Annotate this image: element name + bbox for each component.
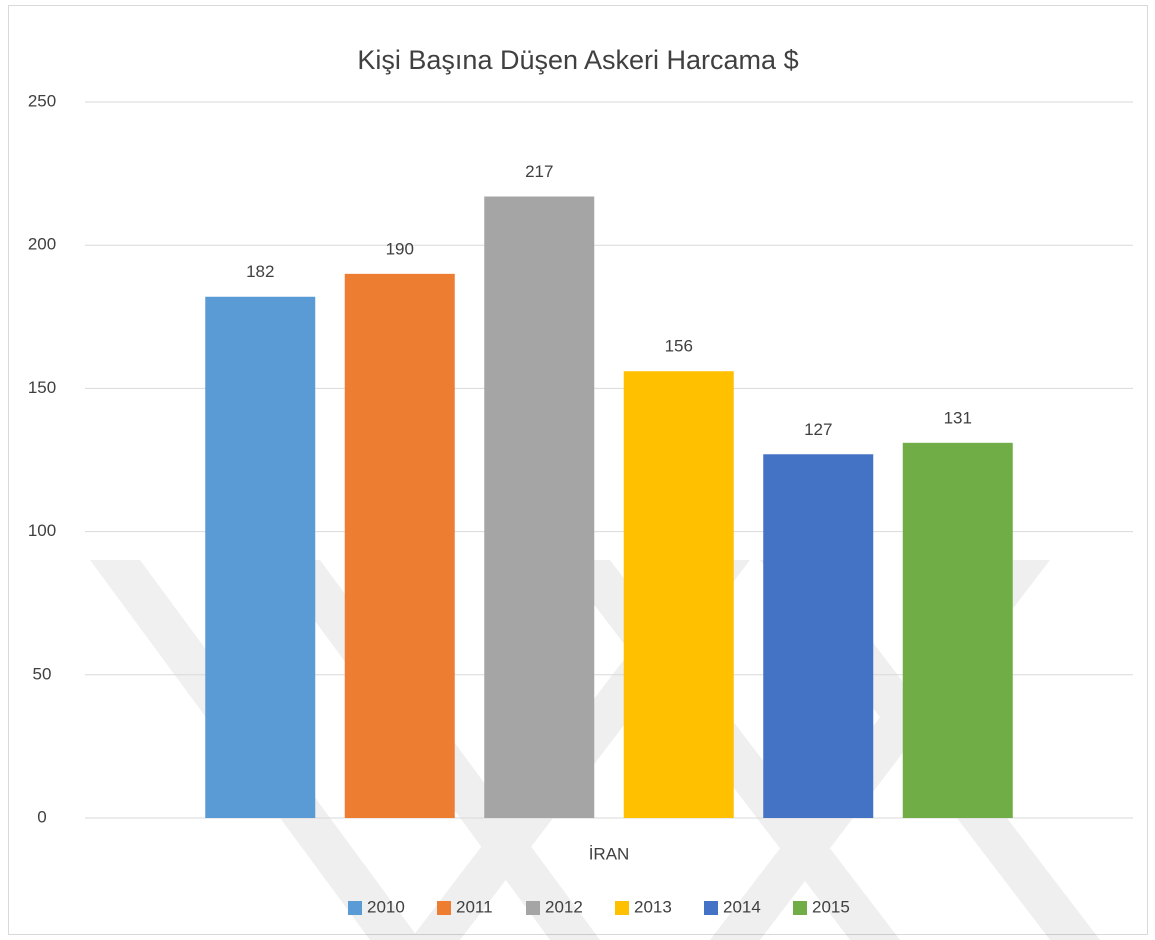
- legend-swatch: [437, 901, 451, 915]
- bar: [763, 454, 874, 818]
- legend-label: 2011: [456, 897, 493, 916]
- x-tick-label: İRAN: [589, 844, 630, 863]
- chart-title: Kişi Başına Düşen Askeri Harcama $: [357, 45, 798, 75]
- legend-label: 2012: [545, 897, 583, 916]
- y-tick-label: 0: [37, 807, 46, 826]
- bar: [344, 273, 455, 819]
- legend-swatch: [526, 901, 540, 915]
- bar: [205, 296, 316, 818]
- data-label: 182: [246, 262, 274, 281]
- data-label: 217: [525, 162, 553, 181]
- y-tick-label: 100: [28, 521, 56, 540]
- legend-label: 2014: [723, 897, 761, 916]
- legend-label: 2013: [634, 897, 672, 916]
- y-tick-label: 150: [28, 378, 56, 397]
- data-label: 156: [665, 337, 693, 356]
- legend-swatch: [615, 901, 629, 915]
- legend-swatch: [348, 901, 362, 915]
- legend-swatch: [793, 901, 807, 915]
- legend-label: 2010: [367, 897, 405, 916]
- bar: [902, 442, 1013, 818]
- data-label: 190: [386, 239, 414, 258]
- data-label: 131: [944, 408, 972, 427]
- y-tick-label: 50: [33, 664, 52, 683]
- bar: [484, 196, 595, 819]
- legend-swatch: [704, 901, 718, 915]
- data-label: 127: [804, 420, 832, 439]
- bar: [623, 371, 734, 818]
- legend-label: 2015: [812, 897, 850, 916]
- y-tick-label: 200: [28, 235, 56, 254]
- y-tick-label: 250: [28, 91, 56, 110]
